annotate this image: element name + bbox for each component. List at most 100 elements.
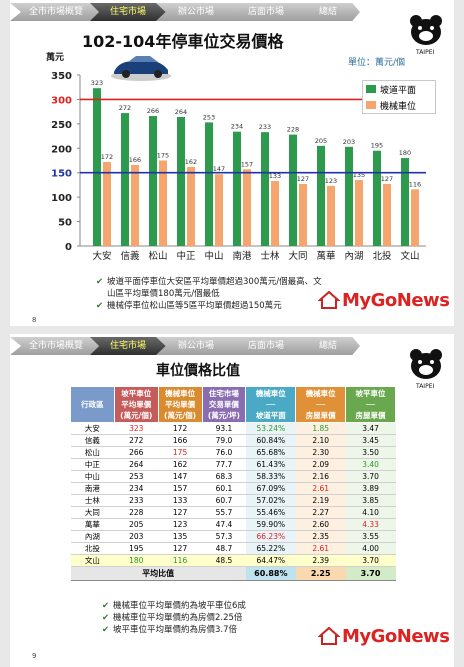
cell-ramp-house: 4.33 — [345, 518, 396, 531]
cell-house-price: 55.7 — [202, 506, 246, 519]
data-label: 264 — [175, 108, 187, 116]
cell-mech-price: 133 — [158, 494, 202, 507]
house-icon — [318, 626, 340, 645]
data-label: 175 — [157, 152, 169, 160]
bar-mech — [271, 181, 279, 246]
cell-district: 北投 — [70, 542, 115, 555]
note-text: 坡平車位平均單價約為房價3.7倍 — [113, 625, 238, 635]
bar-ramp — [93, 88, 101, 246]
check-icon: ✔ — [102, 625, 110, 635]
data-label: 127 — [381, 175, 393, 183]
y-axis-unit: 萬元 — [46, 53, 65, 63]
table-row: 松山 266 175 76.0 65.68% 2.30 3.50 — [70, 446, 396, 459]
tab-summary[interactable]: 總結 — [296, 337, 360, 355]
cell-district: 文山 — [70, 554, 115, 567]
legend-label-mech: 機械車位 — [380, 101, 417, 112]
note-text: 坡道平面停車位大安區平均單價超過300萬元/個最高、文山區平均單價180萬元/個… — [107, 277, 322, 299]
x-tick-label: 中正 — [176, 250, 196, 262]
table-row: 士林 233 133 60.7 57.02% 2.19 3.85 — [70, 494, 396, 507]
cell-mech-ratio: 59.90% — [245, 518, 296, 531]
tab-summary[interactable]: 總結 — [296, 3, 360, 21]
bar-ramp — [233, 131, 241, 246]
cell-ramp-house: 3.70 — [345, 470, 396, 483]
tab-retail[interactable]: 店面市場 — [226, 3, 306, 21]
brand-logo: MyGoNews — [342, 626, 450, 647]
tab-office[interactable]: 辦公市場 — [156, 3, 236, 21]
x-tick-label: 中山 — [204, 250, 223, 262]
note-item: ✔ 機械停車位松山區等5區平均單價超過150萬元 — [96, 300, 326, 312]
y-tick-label: 300 — [51, 95, 72, 106]
bar-mech — [327, 185, 335, 246]
cell-mech-price: 172 — [158, 422, 202, 435]
slide-number: 9 — [32, 652, 37, 660]
bar-mech — [411, 189, 419, 246]
cell-house-price: 68.3 — [202, 470, 246, 483]
table-header-row: 行政區 坡平車位 平均單價 (萬元/個) 機械車位 平均單價 (萬元/個) 住宅… — [70, 386, 396, 423]
average-row: 平均比值 60.88% 2.25 3.70 — [70, 566, 396, 581]
table-body: 大安 323 172 93.1 53.24% 1.85 3.47 信義 272 166 79.0 60… — [70, 422, 396, 567]
check-icon: ✔ — [102, 601, 110, 611]
note-item: ✔ 機械車位平均單價約為房價2.25倍 — [102, 612, 332, 624]
page-title: 車位價格比值 — [156, 363, 240, 379]
tab-office[interactable]: 辦公市場 — [156, 337, 236, 355]
tab-city-overview[interactable]: 全市市場概覽 — [10, 337, 102, 355]
cell-house-price: 93.1 — [202, 422, 246, 435]
data-label: 166 — [129, 156, 141, 164]
cell-ramp-price: 205 — [114, 518, 159, 531]
cell-mech-price: 127 — [158, 542, 202, 555]
table-row: 中正 264 162 77.7 61.43% 2.09 3.40 — [70, 458, 396, 471]
cell-house-price: 79.0 — [202, 434, 246, 447]
cell-ramp-price: 272 — [114, 434, 159, 447]
legend-swatch-ramp — [366, 85, 376, 93]
cell-ramp-price: 253 — [114, 470, 159, 483]
house-icon — [318, 290, 340, 309]
cell-mech-house: 2.35 — [295, 530, 346, 543]
cell-ramp-price: 195 — [114, 542, 159, 555]
cell-ramp-house: 4.00 — [345, 542, 396, 555]
cell-district: 萬華 — [70, 518, 115, 531]
cell-mech-ratio: 65.22% — [245, 542, 296, 555]
x-tick-label: 萬華 — [316, 250, 336, 262]
average-mech-ratio: 60.88% — [245, 566, 296, 581]
cell-mech-ratio: 64.47% — [245, 554, 296, 567]
table-row: 信義 272 166 79.0 60.84% 2.10 3.45 — [70, 434, 396, 447]
data-label: 147 — [213, 165, 225, 173]
bar-ramp — [345, 146, 353, 246]
bar-ramp — [401, 158, 409, 246]
cell-district: 士林 — [70, 494, 115, 507]
cell-mech-house: 2.10 — [295, 434, 346, 447]
bar-mech — [243, 169, 251, 246]
cell-ramp-price: 234 — [114, 482, 159, 495]
y-tick-label: 0 — [65, 242, 72, 253]
x-tick-label: 南港 — [232, 250, 252, 262]
bar-ramp — [317, 145, 325, 246]
taipei-bear-logo: TAIPEI — [410, 15, 442, 56]
legend-label-ramp: 坡道平面 — [380, 85, 417, 96]
x-tick-label: 北投 — [372, 250, 392, 262]
slide-parking-price-chart: 全市市場概覽 住宅市場 辦公市場 店面市場 總結 102-104年停車位交易價格… — [10, 0, 454, 326]
bar-ramp — [289, 134, 297, 246]
slide-number: 8 — [32, 316, 37, 324]
data-label: 123 — [325, 177, 337, 185]
bar-ramp — [373, 150, 381, 246]
brand-logo: MyGoNews — [342, 290, 450, 311]
tab-city-overview[interactable]: 全市市場概覽 — [10, 3, 102, 21]
cell-mech-price: 162 — [158, 458, 202, 471]
tab-residential[interactable]: 住宅市場 — [90, 337, 166, 355]
note-item: ✔ 坡平車位平均單價約為房價3.7倍 — [102, 624, 332, 636]
cell-ramp-house: 3.45 — [345, 434, 396, 447]
cell-house-price: 57.3 — [202, 530, 246, 543]
tab-residential[interactable]: 住宅市場 — [90, 3, 166, 21]
check-icon: ✔ — [96, 277, 104, 287]
cell-house-price: 48.5 — [202, 554, 246, 567]
cell-ramp-price: 203 — [114, 530, 159, 543]
bar-ramp — [121, 113, 129, 246]
cell-ramp-house: 3.70 — [345, 554, 396, 567]
cell-ramp-house: 4.10 — [345, 506, 396, 519]
cell-mech-house: 2.16 — [295, 470, 346, 483]
cell-mech-house: 2.19 — [295, 494, 346, 507]
cell-house-price: 60.7 — [202, 494, 246, 507]
data-label: 180 — [399, 149, 411, 157]
tab-retail[interactable]: 店面市場 — [226, 337, 306, 355]
x-tick-label: 大安 — [92, 250, 111, 262]
